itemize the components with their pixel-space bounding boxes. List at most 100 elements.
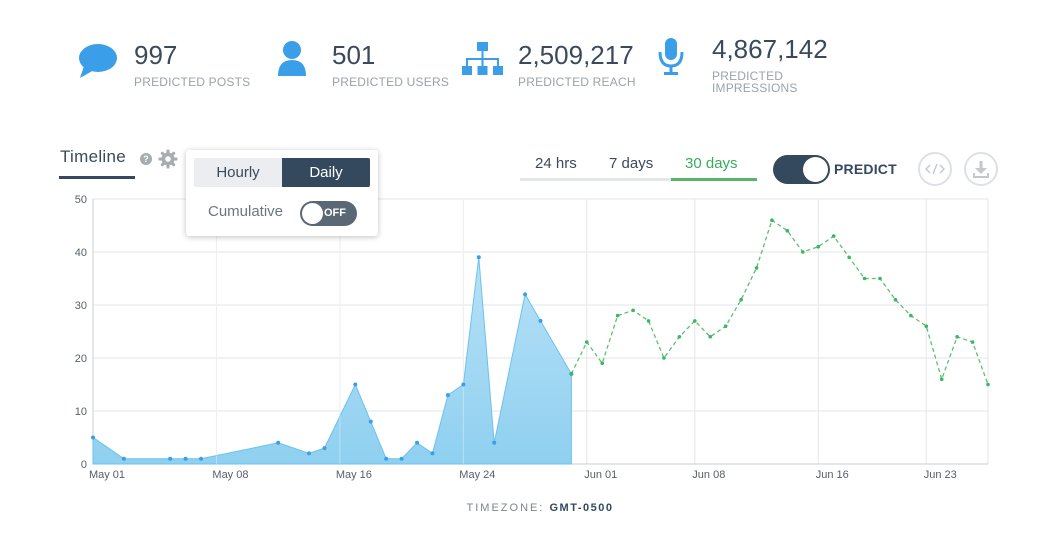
predicted-point <box>693 319 697 323</box>
y-tick-label: 20 <box>75 353 87 365</box>
predicted-point <box>831 234 836 238</box>
predicted-point <box>770 218 774 222</box>
predicted-point <box>939 377 944 382</box>
gear-icon[interactable] <box>158 149 178 169</box>
actual-point <box>322 446 327 451</box>
actual-point <box>121 456 126 461</box>
tab-timeline[interactable]: Timeline <box>60 147 127 166</box>
tab-7-days[interactable]: 7 days <box>609 155 654 172</box>
predicted-point <box>569 372 574 376</box>
predicted-point <box>862 276 867 281</box>
predicted-point <box>785 229 790 233</box>
help-icon[interactable]: ? <box>140 153 152 165</box>
timezone-label: TIMEZONE: <box>466 502 545 514</box>
predicted-point <box>677 335 682 339</box>
actual-point <box>476 255 481 260</box>
stat-label: PREDICTED USERS <box>332 75 450 89</box>
predicted-point <box>893 297 898 302</box>
timezone-footer: TIMEZONE: GMT-0500 <box>0 502 1060 514</box>
x-tick-label: Jun 23 <box>924 469 957 481</box>
actual-point <box>199 456 204 461</box>
cumulative-toggle[interactable]: OFF <box>300 201 357 226</box>
speech-bubble-icon <box>79 44 117 78</box>
range-tabs: 24 hrs 7 days 30 days <box>520 150 757 182</box>
y-tick-label: 0 <box>81 459 87 471</box>
predicted-point <box>708 335 713 339</box>
user-icon <box>278 41 306 76</box>
stat-label: PREDICTED IMPRESSIONS <box>712 69 798 95</box>
actual-point <box>353 382 358 387</box>
predicted-point <box>801 250 805 254</box>
timezone-value: GMT-0500 <box>549 502 614 514</box>
predict-toggle-knob <box>803 157 828 182</box>
actual-point <box>91 435 95 440</box>
y-tick-label: 10 <box>75 406 87 418</box>
code-icon <box>925 163 945 175</box>
predicted-point <box>955 335 959 339</box>
tab-24-hrs[interactable]: 24 hrs <box>535 155 577 172</box>
aggregation-popover: Hourly Daily Cumulative OFF <box>186 150 378 236</box>
actual-point <box>399 456 404 461</box>
stat-value: 2,509,217 <box>518 40 634 70</box>
cumulative-label: Cumulative <box>208 203 284 220</box>
chart-labels: 0 10 20 30 40 50 May 01 May 08 May 16 May 24 Jun 0… <box>75 194 957 481</box>
actual-point <box>368 419 373 424</box>
predicted-point <box>986 382 990 387</box>
stat-predicted-users: 501 PREDICTED USERS <box>276 40 449 88</box>
chart-area <box>92 199 572 465</box>
x-tick-label: May 16 <box>336 469 372 481</box>
tab-30-days[interactable]: 30 days <box>685 155 738 172</box>
predicted-point <box>662 356 666 360</box>
stat-predicted-impressions: 4,867,142 PREDICTED IMPRESSIONS <box>656 34 828 94</box>
predicted-point <box>646 319 651 323</box>
tab-30-days-underline <box>671 178 757 181</box>
microphone-icon <box>658 38 684 75</box>
predicted-line <box>570 219 989 385</box>
hourly-button[interactable]: Hourly <box>194 158 282 187</box>
embed-button[interactable] <box>918 152 952 186</box>
stat-label: PREDICTED REACH <box>518 75 636 89</box>
actual-point <box>430 451 435 456</box>
tab-timeline-underline <box>59 176 135 179</box>
cumulative-toggle-state: OFF <box>324 207 346 219</box>
predict-toggle[interactable] <box>773 155 830 184</box>
x-tick-label: Jun 08 <box>692 469 725 481</box>
y-tick-label: 40 <box>75 247 87 259</box>
y-tick-label: 30 <box>75 300 87 312</box>
x-tick-label: Jun 16 <box>816 469 849 481</box>
stat-value: 4,867,142 <box>712 34 828 64</box>
predicted-point <box>878 276 882 281</box>
actual-point <box>523 292 528 297</box>
stat-value: 997 <box>134 40 178 70</box>
download-button[interactable] <box>964 152 998 186</box>
predict-label: PREDICT <box>834 161 897 177</box>
x-tick-label: May 08 <box>212 469 248 481</box>
y-tick-label: 50 <box>75 194 87 206</box>
actual-point <box>538 318 543 323</box>
predicted-point <box>970 340 975 344</box>
actual-area <box>92 257 572 465</box>
range-track <box>520 178 757 181</box>
predicted-point <box>754 266 759 270</box>
actual-point <box>415 440 420 445</box>
stat-label: PREDICTED POSTS <box>134 75 251 89</box>
download-icon <box>973 161 989 178</box>
chart-points <box>91 218 990 461</box>
granularity-segmented-control: Hourly Daily <box>194 158 370 187</box>
actual-point <box>492 440 497 445</box>
x-tick-label: May 01 <box>89 469 125 481</box>
predicted-point <box>600 361 605 366</box>
predicted-point <box>739 297 743 302</box>
predicted-point <box>584 340 589 344</box>
actual-point <box>276 440 281 445</box>
predicted-point <box>615 313 620 318</box>
predicted-point <box>723 324 728 329</box>
network-icon <box>462 42 503 75</box>
daily-button[interactable]: Daily <box>282 158 370 187</box>
actual-point <box>183 456 188 461</box>
predicted-point <box>631 308 635 313</box>
predicted-point <box>816 244 821 249</box>
actual-point <box>384 456 389 461</box>
stat-predicted-posts: 997 PREDICTED POSTS <box>78 40 250 88</box>
